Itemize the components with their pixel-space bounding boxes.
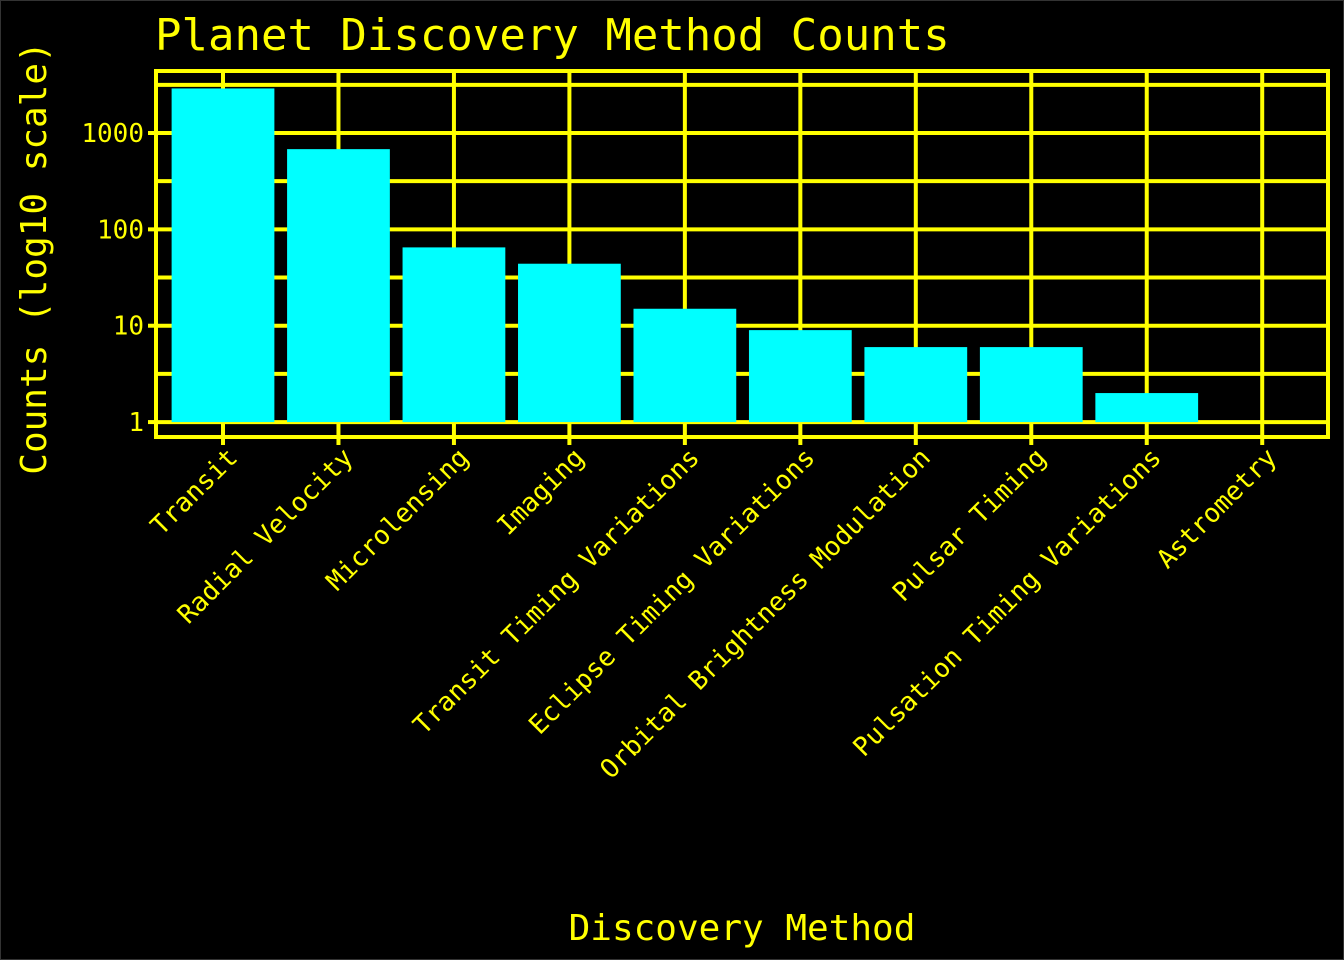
bar-layer: [171, 88, 1199, 423]
y-axis-title: Counts (log10 scale): [14, 41, 55, 474]
bar: [864, 347, 968, 423]
bar: [402, 247, 506, 423]
plot-frame: [154, 69, 1330, 439]
y-tick-label: 1: [128, 408, 144, 438]
bar: [748, 330, 852, 423]
plot-border: [154, 69, 1330, 439]
y-tick-label: 100: [97, 215, 144, 245]
y-tick-label: 10: [113, 312, 144, 342]
x-axis-title: Discovery Method: [569, 908, 916, 949]
bar: [287, 149, 390, 423]
bar: [1095, 393, 1199, 423]
chart-title: Planet Discovery Method Counts: [155, 10, 950, 61]
bar: [979, 347, 1083, 423]
y-tick-label: 1000: [81, 119, 144, 149]
bar: [171, 88, 275, 423]
y-tick-labels: 1 10 100 1000: [81, 119, 156, 438]
bar: [518, 263, 621, 423]
bar: [633, 308, 737, 423]
